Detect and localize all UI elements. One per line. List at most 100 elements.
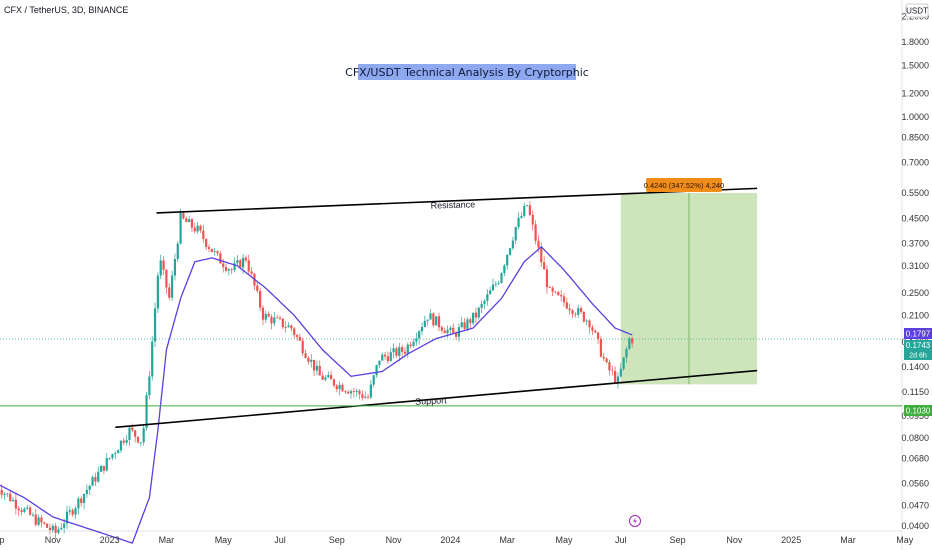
candle-body bbox=[20, 510, 23, 512]
y-tick-label: 0.0400 bbox=[901, 521, 929, 531]
candle-body bbox=[395, 348, 398, 356]
candle-body bbox=[179, 212, 182, 244]
ma-price-tag bbox=[904, 328, 932, 339]
candle-body bbox=[338, 384, 341, 390]
candle-body bbox=[77, 498, 80, 509]
candle-body bbox=[105, 458, 108, 471]
candle-body bbox=[406, 344, 409, 354]
candle-body bbox=[256, 285, 259, 291]
candle-body bbox=[122, 440, 125, 443]
candle-body bbox=[119, 440, 123, 451]
y-tick-label: 1.2000 bbox=[901, 89, 929, 99]
candle-body bbox=[17, 508, 20, 511]
currency-badge[interactable] bbox=[905, 3, 929, 18]
candle-body bbox=[315, 365, 319, 371]
candle-body bbox=[134, 430, 137, 437]
candle-body bbox=[531, 214, 534, 225]
candle-body bbox=[65, 511, 69, 524]
resistance-label: Resistance bbox=[431, 199, 476, 210]
candle-body bbox=[426, 319, 429, 321]
candle-body bbox=[193, 227, 196, 232]
candle-body bbox=[168, 287, 171, 298]
bar-countdown: 2d 6h bbox=[909, 353, 927, 360]
candle-body bbox=[472, 312, 475, 324]
candle-body bbox=[517, 217, 520, 228]
candle-body bbox=[188, 219, 191, 223]
candle-body bbox=[176, 243, 179, 260]
candle-body bbox=[80, 498, 83, 504]
candle-body bbox=[412, 341, 415, 347]
candle-body bbox=[310, 359, 313, 362]
candle-body bbox=[117, 450, 120, 454]
candle-body bbox=[97, 471, 100, 482]
candle-body bbox=[6, 493, 9, 495]
candle-body bbox=[335, 385, 338, 390]
candle-body bbox=[74, 508, 77, 515]
candle-body bbox=[446, 329, 449, 334]
candle-body bbox=[534, 224, 537, 241]
candle-body bbox=[11, 499, 15, 502]
candle-body bbox=[497, 282, 500, 284]
candle-body bbox=[628, 338, 631, 349]
candle-body bbox=[31, 514, 35, 516]
y-tick-label: 0.4500 bbox=[901, 213, 929, 223]
candle-body bbox=[162, 260, 165, 270]
candle-body bbox=[423, 320, 426, 327]
resistance-trendline[interactable] bbox=[156, 187, 758, 214]
candle-body bbox=[540, 247, 543, 263]
candle-body bbox=[327, 375, 330, 378]
candle-body bbox=[68, 510, 71, 512]
candle-body bbox=[543, 262, 546, 270]
candle-body bbox=[599, 338, 603, 357]
candle-body bbox=[236, 260, 239, 264]
candle-body bbox=[466, 319, 469, 329]
y-tick-label: 0.8500 bbox=[901, 133, 929, 143]
candle-body bbox=[88, 485, 91, 490]
candle-body bbox=[48, 527, 52, 531]
y-tick-label: 0.3100 bbox=[901, 261, 929, 271]
candle-body bbox=[111, 454, 114, 458]
candle-body bbox=[51, 525, 54, 531]
candle-body bbox=[506, 254, 509, 266]
last-price-value: 0.1743 bbox=[906, 341, 931, 350]
candle-body bbox=[108, 457, 111, 459]
candle-body bbox=[205, 239, 208, 247]
candle-body bbox=[170, 275, 174, 298]
y-tick-label: 0.0800 bbox=[901, 433, 929, 443]
candle-body bbox=[452, 327, 455, 334]
candle-body bbox=[511, 240, 514, 249]
support-trendline[interactable] bbox=[115, 369, 758, 429]
candle-body bbox=[26, 507, 29, 509]
y-tick-label: 0.1150 bbox=[902, 387, 929, 397]
candle-body bbox=[409, 344, 412, 347]
candle-body bbox=[244, 257, 248, 261]
y-tick-label: 1.5000 bbox=[901, 60, 929, 70]
candle-body bbox=[554, 291, 557, 293]
candle-body bbox=[267, 313, 270, 317]
candle-body bbox=[40, 517, 43, 523]
candle-body bbox=[463, 322, 466, 329]
candle-body bbox=[91, 477, 94, 486]
candle-body bbox=[0, 489, 3, 495]
moving-average-line[interactable] bbox=[0, 245, 633, 544]
x-tick-label: p bbox=[0, 535, 5, 545]
y-tick-label: 0.0680 bbox=[901, 454, 929, 464]
candle-body bbox=[148, 376, 151, 396]
candle-body bbox=[545, 269, 549, 288]
x-tick-label: May bbox=[215, 535, 233, 545]
candle-body bbox=[216, 251, 219, 254]
candle-body bbox=[278, 317, 282, 319]
x-tick-label: 2023 bbox=[100, 535, 120, 545]
support-label: Support bbox=[415, 395, 447, 406]
candle-body bbox=[301, 340, 304, 354]
candle-body bbox=[199, 225, 202, 231]
candle-body bbox=[202, 230, 205, 240]
candle-body bbox=[560, 295, 563, 297]
candle-body bbox=[437, 316, 441, 328]
candle-body bbox=[469, 319, 472, 324]
candle-body bbox=[366, 396, 370, 398]
lightning-glyph bbox=[633, 517, 637, 525]
candle-body bbox=[284, 327, 287, 329]
